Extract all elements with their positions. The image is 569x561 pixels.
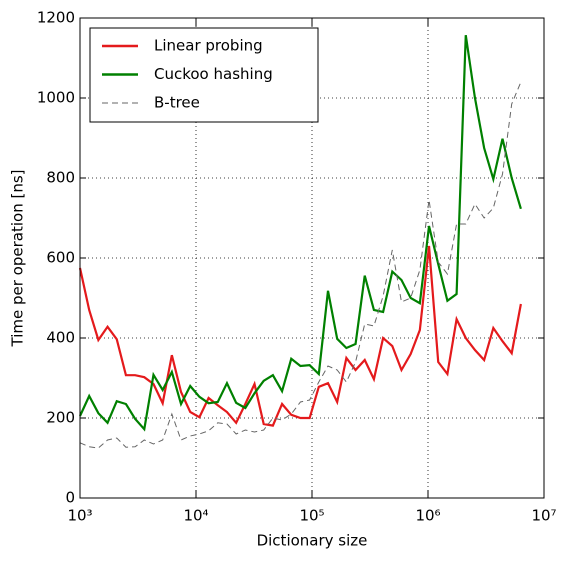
legend-box: [89, 27, 319, 123]
series-line: [79, 81, 522, 449]
plot-frame: [79, 17, 545, 499]
series-line: [79, 35, 522, 432]
x-axis-label: Dictionary size: [257, 532, 368, 550]
x-tick-label: 10⁶: [415, 507, 440, 525]
y-tick-label: 1000: [37, 89, 75, 107]
series-line: [78, 245, 522, 427]
y-tick-label: 0: [65, 489, 75, 507]
x-tick-label: 10⁴: [183, 507, 208, 525]
x-tick-label: 10³: [67, 507, 92, 525]
y-tick-label: 1200: [37, 9, 75, 27]
y-tick-label: 400: [46, 329, 75, 347]
x-tick-label: 10⁷: [531, 507, 556, 525]
x-tick-label: 10⁵: [299, 507, 324, 525]
legend-label: Cuckoo hashing: [154, 65, 273, 83]
y-tick-label: 600: [46, 249, 75, 267]
y-axis-label: Time per operation [ns]: [9, 170, 27, 348]
y-tick-label: 200: [46, 409, 75, 427]
y-tick-label: 800: [46, 169, 75, 187]
legend-label: B-tree: [154, 94, 200, 112]
legend-label: Linear probing: [154, 37, 263, 55]
